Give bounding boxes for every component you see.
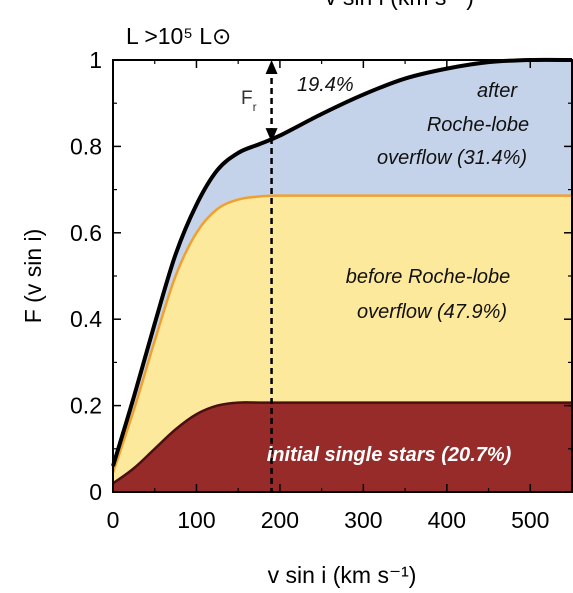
x-tick-labels: 0 100 200 300 400 500: [107, 507, 550, 533]
fr-letter: F: [241, 88, 253, 109]
y-tick-label: 1: [89, 47, 102, 73]
luminosity-label: L >10⁵ L⊙: [126, 23, 231, 49]
y-tick-label: 0.2: [70, 393, 102, 419]
y-tick-label: 0.8: [70, 133, 102, 159]
y-tick-label: 0.6: [70, 220, 102, 246]
before-rlo-label-line2: overflow (47.9%): [357, 301, 507, 323]
initial-single-stars-label: initial single stars (20.7%): [267, 444, 512, 466]
fr-label: Fr: [241, 88, 257, 114]
x-axis-title: v sin i (km s⁻¹): [268, 562, 417, 588]
after-rlo-label-line2: Roche-lobe: [427, 114, 529, 136]
after-rlo-label-line1: after: [477, 80, 518, 102]
series-lines: [111, 57, 573, 485]
before-rlo-label-line1: before Roche-lobe: [346, 266, 511, 288]
x-tick-label: 0: [107, 507, 120, 533]
after-rlo-label-line3: overflow (31.4%): [377, 147, 527, 169]
x-tick-label: 100: [177, 507, 215, 533]
x-tick-label: 500: [511, 507, 549, 533]
fr-arrow-down-icon: [265, 128, 278, 143]
x-tick-label: 300: [344, 507, 382, 533]
fr-subscript: r: [253, 100, 257, 114]
series-line-0: [112, 401, 572, 485]
series-line-1: [111, 194, 572, 473]
axis-ticks: [112, 59, 573, 493]
stacked-areas: [113, 59, 572, 493]
fr-value-label: 19.4%: [297, 74, 354, 96]
y-tick-labels: 0 0.2 0.4 0.6 0.8 1: [70, 47, 102, 505]
top-cutoff-axis-label: v sin i (km s⁻¹): [325, 0, 474, 10]
area-2: [113, 402, 572, 492]
x-tick-label: 400: [428, 507, 466, 533]
series-line-2: [111, 57, 573, 467]
y-tick-label: 0: [89, 479, 102, 505]
y-tick-label: 0.4: [70, 306, 102, 332]
y-axis-title: F (v sin i): [20, 229, 46, 324]
fr-marker: [265, 60, 278, 492]
fr-arrow-up-icon: [265, 60, 278, 74]
x-tick-label: 200: [261, 507, 299, 533]
